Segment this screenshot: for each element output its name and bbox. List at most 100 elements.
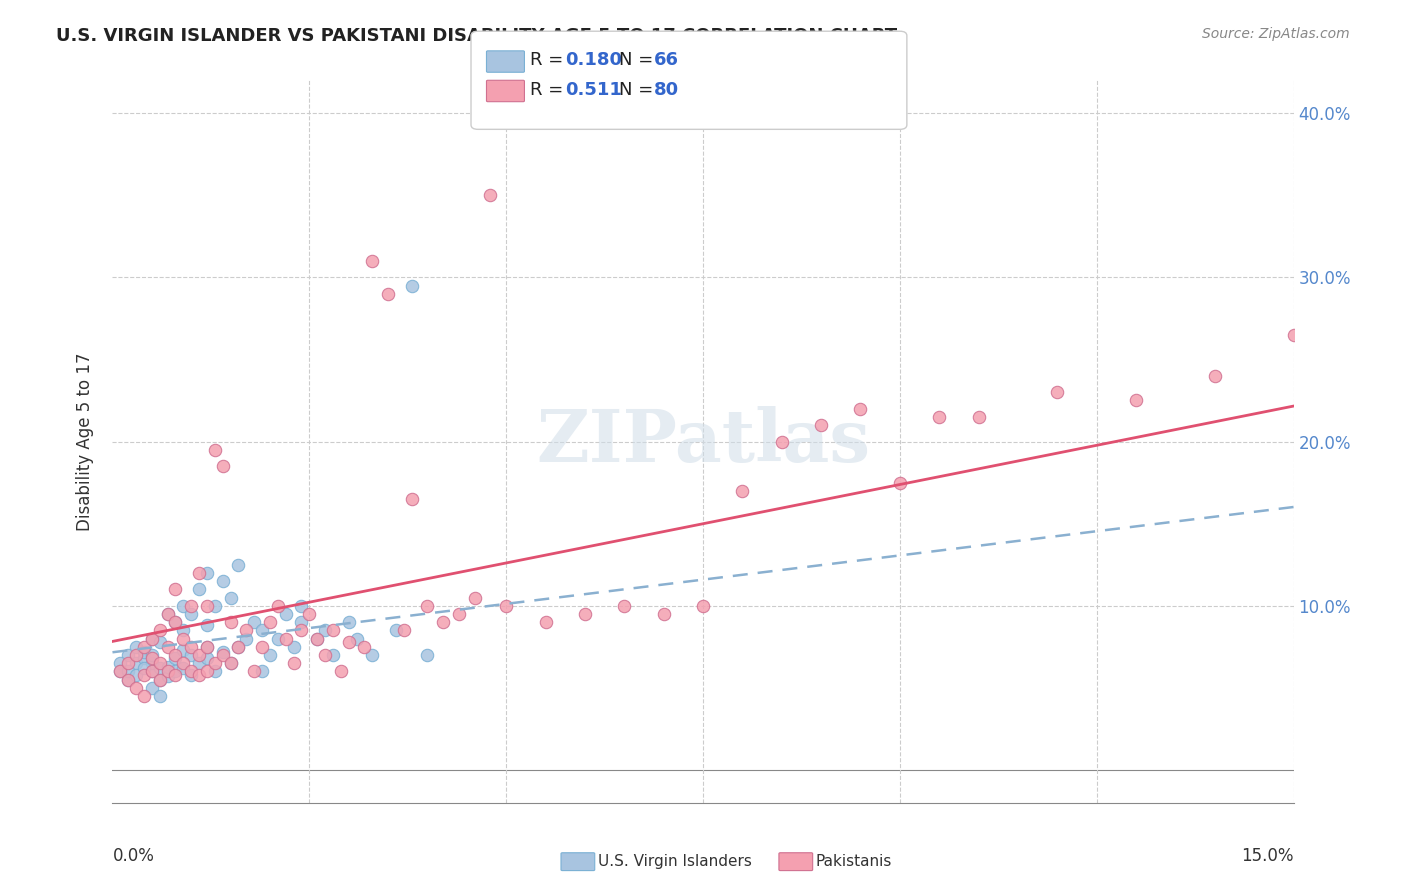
Point bbox=[156, 607, 179, 621]
Point bbox=[495, 599, 517, 613]
Point bbox=[110, 665, 132, 679]
Point bbox=[195, 651, 218, 665]
Point bbox=[149, 661, 172, 675]
Point bbox=[156, 640, 179, 654]
Point bbox=[401, 278, 423, 293]
Point bbox=[346, 632, 368, 646]
Point bbox=[195, 640, 218, 654]
Point bbox=[1046, 385, 1069, 400]
Point bbox=[188, 566, 211, 580]
Point bbox=[849, 401, 872, 416]
Point bbox=[770, 434, 793, 449]
Point bbox=[307, 632, 329, 646]
Point bbox=[149, 635, 172, 649]
Point bbox=[219, 657, 242, 671]
Text: U.S. Virgin Islanders: U.S. Virgin Islanders bbox=[598, 855, 751, 869]
Point bbox=[141, 665, 163, 679]
Point bbox=[132, 689, 155, 703]
Point bbox=[928, 409, 950, 424]
Point bbox=[416, 599, 439, 613]
Point bbox=[165, 582, 187, 597]
Point bbox=[967, 409, 990, 424]
Point bbox=[117, 673, 139, 687]
Point bbox=[810, 418, 832, 433]
Point bbox=[250, 624, 273, 638]
Point bbox=[274, 632, 297, 646]
Point bbox=[259, 615, 281, 630]
Point bbox=[314, 648, 336, 662]
Point bbox=[141, 651, 163, 665]
Point bbox=[235, 624, 257, 638]
Point bbox=[267, 632, 290, 646]
Point bbox=[243, 665, 266, 679]
Point bbox=[125, 681, 148, 695]
Point bbox=[180, 640, 202, 654]
Text: ZIPatlas: ZIPatlas bbox=[536, 406, 870, 477]
Point bbox=[125, 640, 148, 654]
Point bbox=[337, 615, 360, 630]
Point bbox=[250, 640, 273, 654]
Point bbox=[314, 624, 336, 638]
Text: 0.180: 0.180 bbox=[565, 51, 623, 69]
Point bbox=[132, 651, 155, 665]
Point bbox=[117, 657, 139, 671]
Point bbox=[385, 624, 408, 638]
Point bbox=[204, 657, 226, 671]
Text: R =: R = bbox=[530, 81, 569, 99]
Point bbox=[322, 624, 344, 638]
Point bbox=[149, 689, 172, 703]
Point bbox=[274, 607, 297, 621]
Point bbox=[534, 615, 557, 630]
Point bbox=[180, 665, 202, 679]
Text: 80: 80 bbox=[654, 81, 679, 99]
Point bbox=[156, 669, 179, 683]
Point bbox=[290, 624, 312, 638]
Point bbox=[298, 607, 321, 621]
Point bbox=[172, 599, 194, 613]
Point bbox=[228, 558, 250, 572]
Point bbox=[141, 632, 163, 646]
Point bbox=[149, 657, 172, 671]
Point bbox=[132, 640, 155, 654]
Point bbox=[1125, 393, 1147, 408]
Point bbox=[1282, 327, 1305, 342]
Point bbox=[307, 632, 329, 646]
Text: R =: R = bbox=[530, 51, 569, 69]
Point bbox=[267, 599, 290, 613]
Point bbox=[574, 607, 596, 621]
Point bbox=[204, 599, 226, 613]
Point bbox=[195, 599, 218, 613]
Point bbox=[141, 632, 163, 646]
Point bbox=[149, 673, 172, 687]
Point bbox=[219, 591, 242, 605]
Point bbox=[172, 643, 194, 657]
Point bbox=[156, 659, 179, 673]
Point bbox=[464, 591, 486, 605]
Point bbox=[211, 459, 233, 474]
Point bbox=[204, 442, 226, 457]
Point bbox=[141, 681, 163, 695]
Point bbox=[377, 286, 399, 301]
Point bbox=[125, 657, 148, 671]
Point bbox=[361, 648, 384, 662]
Point bbox=[228, 640, 250, 654]
Point bbox=[195, 640, 218, 654]
Point bbox=[652, 607, 675, 621]
Point bbox=[447, 607, 470, 621]
Point bbox=[204, 665, 226, 679]
Point bbox=[243, 615, 266, 630]
Text: N =: N = bbox=[619, 81, 658, 99]
Text: 0.511: 0.511 bbox=[565, 81, 621, 99]
Point bbox=[361, 253, 384, 268]
Point bbox=[125, 648, 148, 662]
Point bbox=[211, 645, 233, 659]
Point bbox=[188, 582, 211, 597]
Point bbox=[613, 599, 636, 613]
Point bbox=[156, 607, 179, 621]
Point bbox=[401, 491, 423, 506]
Point bbox=[1204, 368, 1226, 383]
Point bbox=[125, 667, 148, 681]
Point bbox=[149, 624, 172, 638]
Point bbox=[235, 632, 257, 646]
Point bbox=[329, 665, 352, 679]
